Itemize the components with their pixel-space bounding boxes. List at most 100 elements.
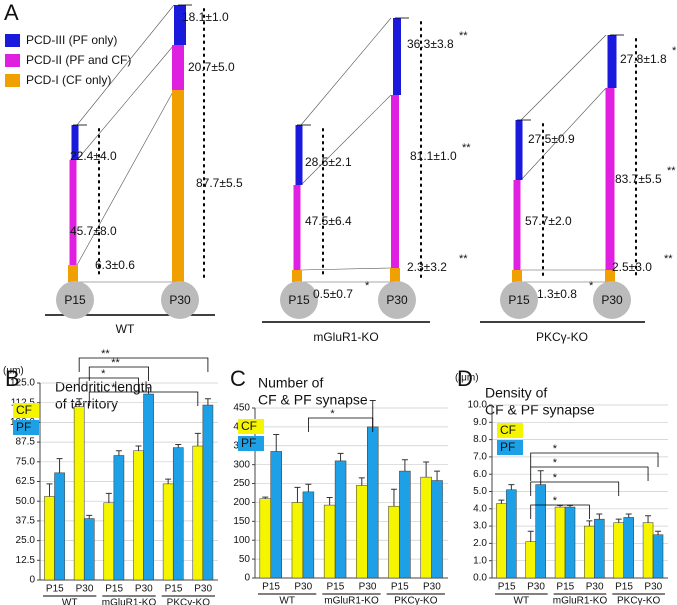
significance: * [553,495,558,507]
age-label: P15 [508,293,530,307]
group-label: mGluR1-KO [324,596,379,605]
territory-label: 0.5±0.7 [313,287,353,301]
territory-label: 22.4±4.0 [70,149,117,163]
y-tick-label: 125.0 [10,378,35,389]
group-label: PKCγ-KO [617,596,661,605]
bar [291,502,304,579]
y-tick-label: 450 [233,403,250,414]
group-label: WT [62,598,78,605]
x-tick-label: P30 [76,584,94,595]
y-tick-label: 87.5 [16,437,36,448]
error-bar [262,496,269,499]
x-tick-label: P15 [327,582,345,593]
error-bar [46,483,53,497]
error-bar [56,458,63,473]
x-tick-label: P30 [644,582,662,593]
panel-letter: B [5,366,20,391]
y-axis-label: (μm) [3,366,24,377]
error-bar [105,492,112,503]
significance-bracket [530,452,659,467]
dendrite-segment [68,265,78,282]
error-bar [596,513,603,520]
y-tick-label: 300 [233,459,250,470]
y-tick-label: 1.0 [473,555,487,566]
dendrite-segment [172,90,184,282]
connector [300,94,392,186]
legend-label: CF [241,419,257,433]
dendrite-segment [69,160,77,265]
x-tick-label: P15 [46,584,64,595]
significance-bracket [88,366,149,381]
connector [76,89,175,266]
x-tick-label: P15 [556,582,574,593]
error-bar [498,499,505,504]
y-tick-label: 12.5 [16,555,36,566]
territory-label: 18.1±1.0 [182,10,229,24]
y-tick-label: 5.0 [473,486,487,497]
error-bar [86,514,93,519]
connector [520,87,607,181]
bar [420,476,432,579]
dendrite-segment [607,35,617,88]
dendrite-segment [605,270,615,282]
significance: ** [667,165,676,177]
y-tick-label: 200 [233,497,250,508]
significance-bracket [530,481,620,496]
significance: * [553,457,558,469]
significance: * [101,368,106,380]
legend-label: PF [500,440,515,454]
error-bar [615,518,622,523]
connector [520,34,607,121]
error-bar [273,433,280,452]
error-bar [390,488,397,507]
connector [300,17,392,126]
error-bar [586,520,593,527]
y-tick-label: 4.0 [473,503,487,514]
bar [113,455,125,581]
x-tick-label: P30 [423,582,441,593]
bar [54,472,65,581]
bar [334,460,347,579]
significance-bracket [88,391,199,406]
territory-label: 57.7±2.0 [525,214,572,228]
territory-label: 83.7±5.5 [615,172,662,186]
error-bar [115,450,122,456]
soma [378,281,416,319]
error-bar [76,398,83,407]
legend-label: PF [16,420,31,434]
connector [76,4,175,126]
error-bar [135,445,142,451]
y-tick-label: 2.0 [473,538,487,549]
dendrite-segment [71,125,79,160]
error-bar [294,486,301,503]
dendrite-segment [512,270,522,282]
group-label: WT [116,322,135,336]
x-tick-label: P15 [391,582,409,593]
error-bar [204,398,211,406]
y-tick-label: 112.5 [11,397,36,408]
legend-label: PF [241,436,256,450]
y-tick-label: 0 [29,575,35,586]
x-tick-label: P15 [498,582,516,593]
error-bar [305,483,312,492]
bar [623,517,634,579]
error-bar [655,530,662,535]
significance: * [589,280,594,292]
error-bar [508,484,515,490]
age-label: P30 [601,293,623,307]
error-bar [537,470,544,485]
bar [192,445,204,581]
legend-label: CF [500,423,516,437]
error-bar [423,461,430,478]
dendrite-segment [174,5,186,45]
y-tick-label: 7.0 [473,452,487,463]
group-label: PKCγ-KO [167,598,211,605]
significance: ** [462,142,471,154]
bar [594,518,605,579]
bar [323,504,336,579]
group-label: mGluR1-KO [102,598,157,605]
age-label: P15 [64,293,86,307]
dendrite-segment [293,185,301,270]
chart-title: Number of [258,375,323,391]
bar [535,484,546,579]
